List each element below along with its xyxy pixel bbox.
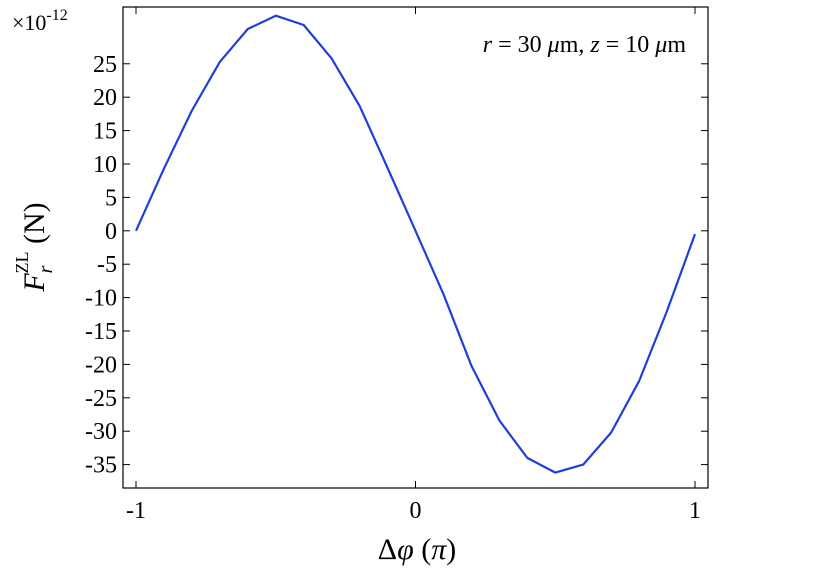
y-tick-label: -35 xyxy=(85,453,117,479)
y-tick-label: -15 xyxy=(85,319,117,345)
y-tick-label: 10 xyxy=(93,152,117,178)
x-tick-label: 0 xyxy=(410,498,422,524)
x-tick-label: -1 xyxy=(126,498,146,524)
y-tick-label: 20 xyxy=(93,85,117,111)
x-ticks: -1 0 1 xyxy=(126,7,701,524)
y-axis-multiplier: ×10-12 xyxy=(12,7,68,35)
y-ticks: 25 20 15 10 5 0 -5 -10 -15 -20 -25 -30 -35 xyxy=(85,52,708,479)
y-tick-label: 25 xyxy=(93,52,117,78)
y-tick-label: 15 xyxy=(93,119,117,145)
chart-annotation: r = 30 μm, z = 10 μm xyxy=(483,32,687,58)
y-tick-label: -5 xyxy=(97,252,117,278)
y-tick-label: -10 xyxy=(85,286,117,312)
x-axis-label: Δφ (π) xyxy=(378,533,456,566)
series-group xyxy=(134,14,697,474)
y-tick-label: 5 xyxy=(105,185,117,211)
y-axis-label: FrZL (N) xyxy=(12,202,57,292)
series-line xyxy=(134,14,697,474)
y-tick-label: -20 xyxy=(85,352,117,378)
x-tick-label: 1 xyxy=(689,498,701,524)
y-tick-label: -25 xyxy=(85,386,117,412)
y-tick-label: -30 xyxy=(85,419,117,445)
y-tick-label: 0 xyxy=(105,219,117,245)
